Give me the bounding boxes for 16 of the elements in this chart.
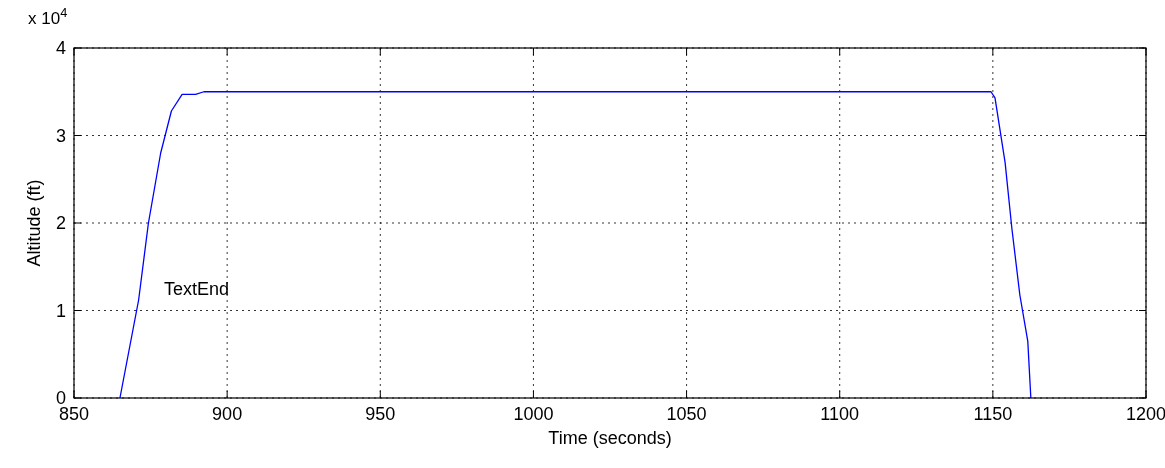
x-tick-label: 1200 [1125, 404, 1165, 424]
y-tick-label: 4 [55, 38, 66, 58]
annotation: TextEnd [164, 279, 230, 299]
line-series [119, 91, 1032, 399]
x-axis-title: Time (seconds) [548, 428, 672, 448]
x-tick-label: 1100 [820, 404, 860, 424]
x-tick-label: 1050 [666, 404, 707, 424]
x-tick-label: 900 [212, 404, 243, 424]
x-tick-label: 1150 [973, 404, 1013, 424]
x-tick-label: 950 [365, 404, 396, 424]
x-tick-label: 1000 [513, 404, 554, 424]
y-tick-label: 1 [55, 300, 66, 321]
y-axis-title: Altitude (ft) [24, 179, 44, 267]
y-tick-label: 3 [55, 125, 66, 146]
y-tick-label: 2 [55, 213, 66, 233]
text: x 10$^{4}$ [28, 4, 68, 28]
